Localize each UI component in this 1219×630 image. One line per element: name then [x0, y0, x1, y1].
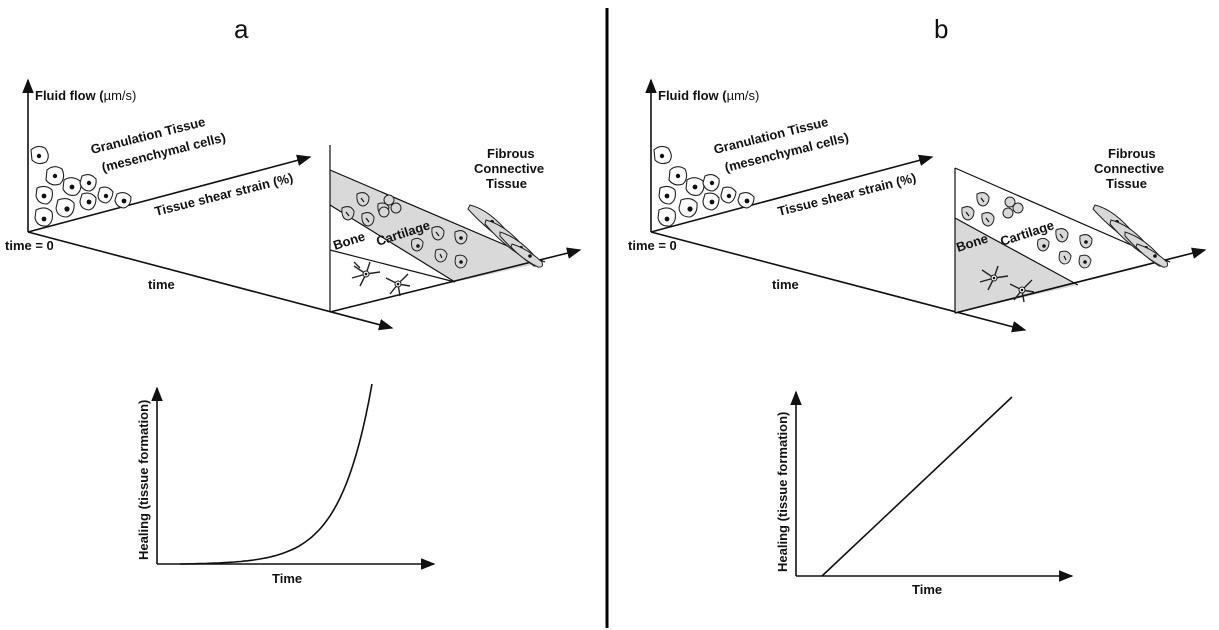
- healing-chart-a: Time Healing (tissue formation): [136, 383, 436, 586]
- chart-a-curve-exponential: [180, 383, 373, 565]
- chart-b-curve-linear: [821, 396, 1013, 577]
- fibrous-cells: [467, 204, 543, 268]
- panel-b: b: [628, 14, 1207, 597]
- cartilage-cells: [341, 192, 468, 269]
- fibrous-cells-b: [1092, 204, 1168, 268]
- healing-chart-b: Time Healing (tissue formation): [775, 390, 1074, 597]
- time-zero-label: time = 0: [5, 238, 54, 253]
- time-axis-label-b: time: [772, 277, 799, 292]
- panel-letter-b: b: [934, 14, 948, 44]
- chart-a-x-label: Time: [272, 571, 302, 586]
- bone-cells-b: [979, 265, 1035, 303]
- panel-letter-a: a: [234, 14, 249, 44]
- cartilage-cells-b: [961, 192, 1093, 269]
- time-zero-label-b: time = 0: [628, 238, 677, 253]
- fluid-flow-label-b: Fluid flow (µm/s): [658, 88, 759, 103]
- cartilage-region-shaded: [330, 170, 545, 282]
- shear-strain-label: Tissue shear strain (%): [153, 170, 295, 219]
- chart-b-y-label: Healing (tissue formation): [775, 412, 790, 572]
- fibrous-label-3: Tissue: [486, 176, 527, 191]
- fibrous-label-2: Connective: [474, 161, 544, 176]
- fibrous-label-1-b: Fibrous: [1108, 146, 1156, 161]
- shear-strain-axis-b: [650, 154, 934, 233]
- bone-cells: [351, 261, 411, 297]
- granulation-cells-b: [653, 145, 755, 227]
- chart-b-x-label: Time: [912, 582, 942, 597]
- panel-a: a: [5, 14, 582, 586]
- panel-b-top-diagram: Fluid flow (µm/s) Granulation Tissue (me…: [628, 78, 1207, 333]
- panel-a-top-diagram: Fluid flow (µm/s) Granulation Tissue (me…: [5, 78, 582, 331]
- fibrous-label-2-b: Connective: [1094, 161, 1164, 176]
- bone-label: Bone: [331, 229, 367, 253]
- time-axis-label: time: [148, 277, 175, 292]
- fluid-flow-label: Fluid flow (µm/s): [35, 88, 136, 103]
- fibrous-label-1: Fibrous: [487, 146, 535, 161]
- shear-strain-axis: [27, 154, 312, 233]
- shear-strain-label-b: Tissue shear strain (%): [776, 170, 918, 219]
- time-axis-b: [650, 231, 1027, 333]
- granulation-cells: [30, 145, 132, 227]
- fibrous-label-3-b: Tissue: [1106, 176, 1147, 191]
- chart-a-y-label: Healing (tissue formation): [136, 400, 151, 560]
